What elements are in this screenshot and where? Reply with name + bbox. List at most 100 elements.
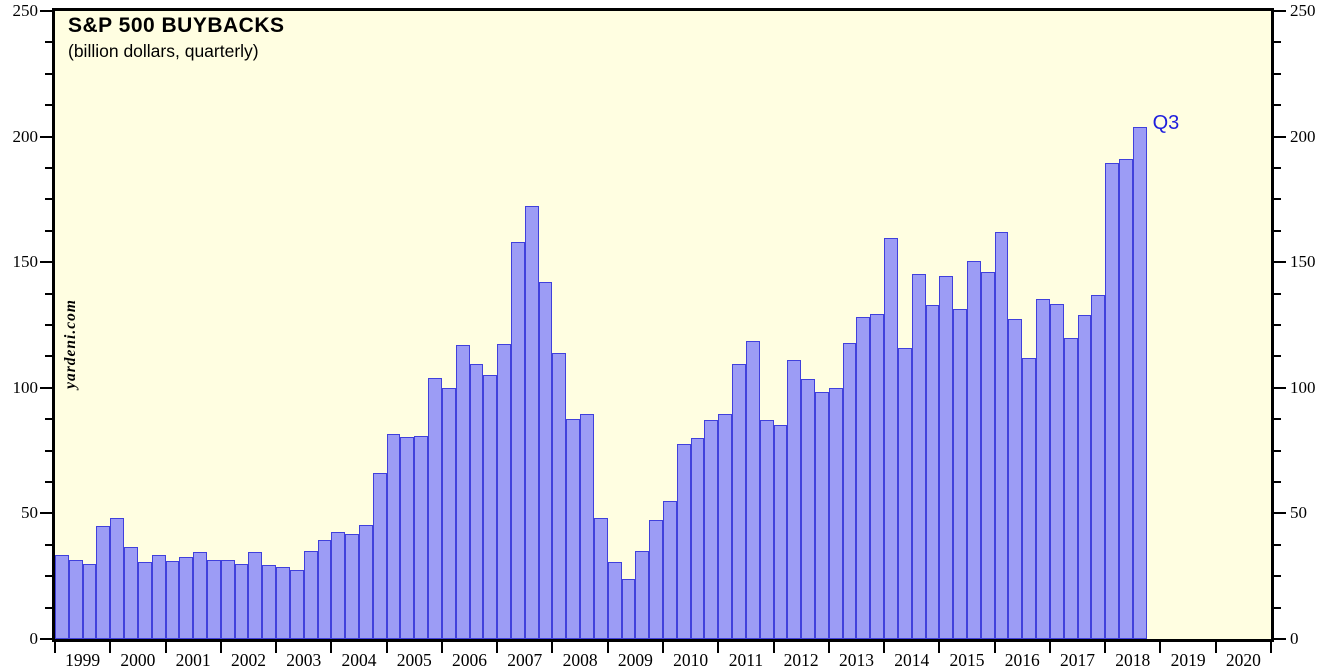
x-year-tick xyxy=(1270,642,1272,653)
y-minor-tick-right xyxy=(1274,72,1281,75)
x-year-tick xyxy=(330,642,333,653)
y-minor-tick-right xyxy=(1274,449,1281,452)
bar-2015-Q3 xyxy=(967,260,981,639)
x-year-label: 2012 xyxy=(783,650,819,670)
x-year-tick xyxy=(993,642,996,653)
chart-title: S&P 500 BUYBACKS xyxy=(68,14,285,37)
y-minor-tick-left xyxy=(45,449,52,452)
bar-2004-Q2 xyxy=(345,533,359,639)
x-year-tick xyxy=(385,642,388,653)
bar-2011-Q3 xyxy=(745,341,760,639)
bar-2012-Q3 xyxy=(801,379,815,639)
bar-2000-Q1 xyxy=(110,518,125,639)
y-major-tick-right xyxy=(1274,512,1286,515)
y-minor-tick-left xyxy=(45,72,52,75)
y-minor-tick-left xyxy=(45,167,52,169)
bar-2007-Q3 xyxy=(524,205,539,639)
y-axis-label-right: 250 xyxy=(1290,1,1316,20)
bar-2001-Q1 xyxy=(165,561,180,639)
bar-2014-Q2 xyxy=(897,347,912,639)
y-minor-tick-right xyxy=(1274,104,1281,107)
bar-2014-Q3 xyxy=(911,273,926,639)
bar-2005-Q4 xyxy=(428,377,442,639)
x-year-tick xyxy=(496,642,499,653)
bar-2015-Q4 xyxy=(980,272,995,639)
x-year-label: 2002 xyxy=(230,650,266,670)
bar-2010-Q1 xyxy=(663,500,677,639)
x-year-tick xyxy=(1214,642,1217,653)
bar-2018-Q1 xyxy=(1105,162,1119,639)
y-minor-tick-right xyxy=(1274,543,1281,546)
bar-2005-Q1 xyxy=(386,434,401,639)
x-year-label: 2008 xyxy=(562,650,598,670)
y-minor-tick-left xyxy=(45,575,52,578)
yardeni-watermark: yardeni.com xyxy=(62,299,79,389)
bar-2000-Q2 xyxy=(124,547,138,639)
y-minor-tick-left xyxy=(45,104,52,107)
bar-2007-Q4 xyxy=(538,282,553,639)
bar-2010-Q4 xyxy=(704,420,719,639)
bar-2002-Q2 xyxy=(234,563,249,639)
y-major-tick-right xyxy=(1274,10,1286,12)
bar-2008-Q4 xyxy=(593,518,608,639)
x-year-label: 2004 xyxy=(341,650,377,670)
y-minor-tick-left xyxy=(45,41,52,44)
bar-2008-Q1 xyxy=(552,352,567,639)
y-minor-tick-right xyxy=(1274,292,1281,295)
x-year-label: 2020 xyxy=(1225,650,1261,670)
x-year-tick xyxy=(717,642,720,653)
y-major-tick-left xyxy=(40,638,52,640)
bar-2004-Q3 xyxy=(359,524,373,639)
bar-2008-Q2 xyxy=(566,419,581,639)
bar-2014-Q4 xyxy=(925,304,940,639)
bar-2016-Q2 xyxy=(1008,318,1023,639)
x-year-label: 2007 xyxy=(507,650,543,670)
bar-2012-Q1 xyxy=(773,425,788,639)
bar-2009-Q1 xyxy=(607,562,622,639)
x-year-label: 2011 xyxy=(728,650,764,670)
bar-2007-Q2 xyxy=(511,242,525,639)
bar-2003-Q3 xyxy=(303,551,318,639)
x-year-label: 2018 xyxy=(1115,650,1151,670)
y-axis-label-left: 150 xyxy=(12,252,39,272)
bar-2017-Q3 xyxy=(1077,314,1092,639)
bar-2006-Q4 xyxy=(483,375,498,639)
bar-2009-Q4 xyxy=(649,519,663,639)
x-year-tick xyxy=(551,642,554,653)
bar-2006-Q1 xyxy=(441,387,456,639)
bar-2012-Q2 xyxy=(787,360,802,639)
y-axis-label-left: 0 xyxy=(29,629,39,648)
bar-2016-Q1 xyxy=(994,232,1009,639)
bar-1999-Q2 xyxy=(68,559,83,639)
x-year-tick xyxy=(938,642,941,653)
bar-2013-Q3 xyxy=(856,317,871,639)
x-year-label: 1999 xyxy=(65,650,101,670)
x-year-tick xyxy=(219,642,222,653)
x-year-label: 2001 xyxy=(175,650,211,670)
x-year-label: 2013 xyxy=(838,650,874,670)
x-year-tick xyxy=(827,642,830,653)
bar-2016-Q4 xyxy=(1036,298,1050,639)
y-minor-tick-right xyxy=(1274,606,1281,609)
y-axis-label-left: 50 xyxy=(21,503,38,523)
chart-subtitle: (billion dollars, quarterly) xyxy=(68,41,259,61)
bar-2017-Q1 xyxy=(1049,303,1064,639)
bar-2001-Q2 xyxy=(179,557,194,639)
bar-2006-Q3 xyxy=(469,363,484,639)
bar-2010-Q2 xyxy=(676,444,691,639)
y-minor-tick-left xyxy=(45,198,52,201)
bar-2008-Q3 xyxy=(580,414,594,639)
y-minor-tick-left xyxy=(45,481,52,483)
x-year-tick xyxy=(1048,642,1051,653)
bar-2005-Q3 xyxy=(414,435,429,639)
bar-2011-Q4 xyxy=(759,420,774,639)
bar-2000-Q4 xyxy=(151,554,166,639)
y-minor-tick-left xyxy=(45,543,52,546)
bar-2005-Q2 xyxy=(400,436,415,639)
x-year-label: 2019 xyxy=(1170,650,1206,670)
plot-area xyxy=(52,8,1274,642)
bar-2007-Q1 xyxy=(497,343,511,639)
bar-1999-Q4 xyxy=(96,525,111,639)
bar-2015-Q1 xyxy=(939,276,954,639)
